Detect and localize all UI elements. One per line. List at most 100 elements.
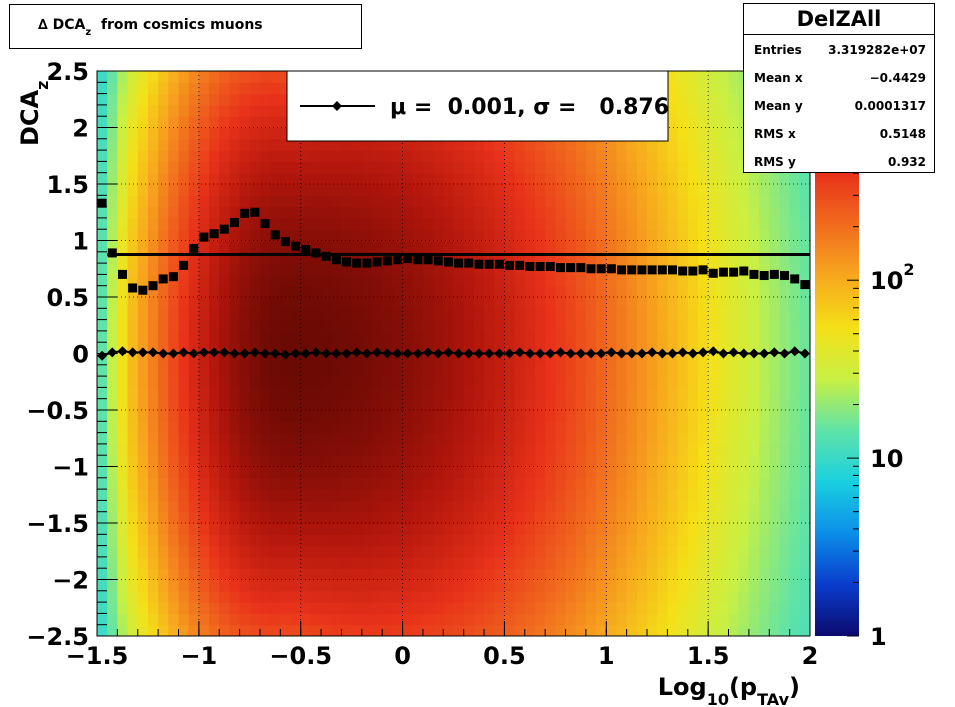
heatmap-cell [473,511,485,524]
heatmap-cell [198,455,210,468]
heatmap-cell [626,138,638,151]
heatmap-cell [310,545,322,558]
heatmap-cell [565,443,577,456]
heatmap-cell [728,511,740,524]
heatmap-cell [738,319,750,332]
y-tick-label: −2 [52,567,89,595]
heatmap-cell [412,263,424,275]
heatmap-cell [392,274,404,287]
heatmap-cell [514,387,526,400]
heatmap-cell [484,556,495,569]
heatmap-cell [219,376,231,388]
heatmap-cell [158,251,169,264]
heatmap-cell [290,613,302,626]
heatmap-cell [738,251,750,264]
mean-marker [402,348,413,359]
heatmap-cell [107,489,118,501]
heatmap-cell [188,172,200,185]
heatmap-cell [779,477,791,490]
heatmap-cell [198,217,210,230]
heatmap-cell [596,274,607,287]
heatmap-cell [219,398,231,411]
heatmap-cell [677,387,689,400]
heatmap-cell [657,387,668,400]
heatmap-cell [565,387,577,400]
mean-marker [168,348,179,359]
heatmap-cell [596,590,607,603]
heatmap-cell [647,138,658,151]
heatmap-cell [239,376,251,388]
heatmap-cell [239,477,251,490]
heatmap-cell [534,172,546,185]
heatmap-cell [147,104,159,117]
heatmap-cell [239,624,251,636]
heatmap-cell [545,330,556,343]
heatmap-cell [667,274,679,287]
heatmap-cell [545,455,556,468]
heatmap-cell [667,195,679,208]
heatmap-cell [422,455,434,468]
heatmap-cell [514,195,526,208]
heatmap-cell [575,353,587,366]
heatmap-cell [351,387,363,400]
heatmap-cell [382,195,393,208]
heatmap-cell [789,410,801,422]
heatmap-cell [697,410,709,422]
heatmap-cell [667,330,679,343]
heatmap-cell [392,602,404,614]
heatmap-cell [300,421,312,434]
heatmap-cell [259,330,271,343]
heatmap-cell [596,511,607,524]
heatmap-cell [433,376,444,388]
x-tick-label: 0 [394,642,411,670]
heatmap-cell [158,71,169,83]
heatmap-cell [310,308,322,321]
heatmap-cell [534,353,546,366]
heatmap-cell [473,330,485,343]
heatmap-cell [127,127,139,140]
heatmap-cell [290,511,302,524]
heatmap-cell [280,398,292,411]
heatmap-cell [606,432,618,445]
sigma-marker [759,271,769,281]
heatmap-cell [748,511,760,524]
heatmap-cell [270,466,281,479]
heatmap-cell [484,398,495,411]
heatmap-cell [290,364,302,377]
heatmap-cell [728,602,740,614]
heatmap-cell [616,568,628,581]
heatmap-cell [219,545,231,558]
heatmap-cell [616,432,628,445]
heatmap-cell [97,545,108,558]
heatmap-cell [534,376,546,388]
heatmap-cell [209,500,220,513]
heatmap-cell [453,353,465,366]
heatmap-cell [728,184,740,196]
heatmap-cell [718,579,730,592]
heatmap-cell [687,195,699,208]
heatmap-cell [484,263,495,275]
heatmap-cell [575,285,587,298]
heatmap-cell [585,489,597,501]
heatmap-cell [616,217,628,230]
heatmap-cell [534,624,546,636]
stats-row-mean-y: Mean y 0.0001317 [754,92,926,120]
heatmap-cell [97,410,108,422]
heatmap-cell [799,613,810,626]
heatmap-cell [382,240,393,253]
heatmap-cell [168,523,180,535]
heatmap-cell [667,150,679,162]
heatmap-cell [708,240,719,253]
heatmap-cell [422,297,434,309]
heatmap-cell [422,432,434,445]
heatmap-cell [331,534,343,547]
heatmap-cell [422,353,434,366]
heatmap-cell [514,184,526,196]
heatmap-cell [321,523,332,535]
sigma-marker [413,255,423,265]
heatmap-cell [504,195,516,208]
heatmap-cell [392,568,404,581]
heatmap-cell [494,387,506,400]
heatmap-cell [667,500,679,513]
